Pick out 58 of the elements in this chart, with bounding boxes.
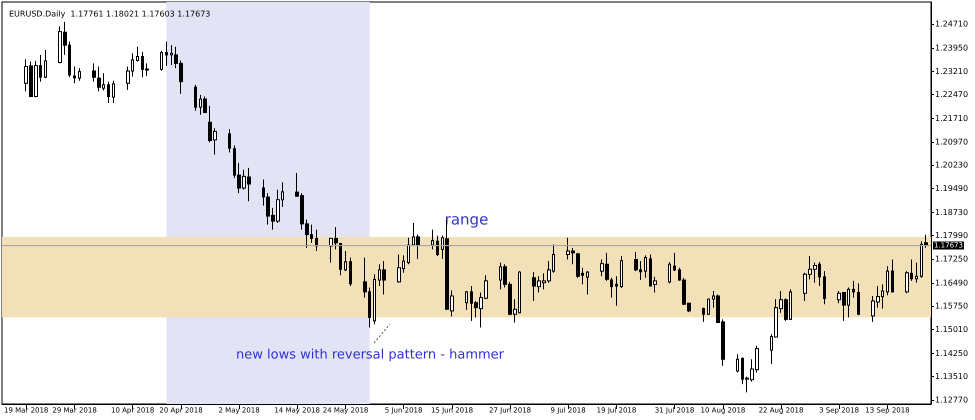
candlestick xyxy=(668,262,671,284)
candlestick xyxy=(136,46,139,62)
candlestick xyxy=(857,282,860,316)
candlestick xyxy=(891,259,894,294)
candlestick xyxy=(915,262,918,284)
candlestick xyxy=(465,290,468,310)
y-tick-label: 1.14250 xyxy=(935,348,968,358)
candlestick xyxy=(203,96,207,114)
candlestick xyxy=(194,84,197,112)
y-tick-label: 1.20230 xyxy=(935,160,968,170)
candlestick xyxy=(736,354,739,374)
y-tick-label: 1.18730 xyxy=(935,208,968,217)
candlestick xyxy=(344,250,347,272)
candlestick xyxy=(673,252,676,272)
candlestick xyxy=(44,49,47,79)
y-tick-label: 1.21710 xyxy=(935,114,968,123)
y-tick-label: 1.15010 xyxy=(935,324,968,334)
candlestick xyxy=(373,274,376,325)
candlestick xyxy=(886,266,889,296)
annotation: new lows with reversal pattern - hammer xyxy=(236,348,505,362)
y-tick-label: 1.23950 xyxy=(935,43,968,52)
y-tick-label: 1.19490 xyxy=(935,184,968,193)
candlestick xyxy=(702,307,705,322)
y-tick-label: 1.20970 xyxy=(935,137,968,146)
candlestick xyxy=(160,50,163,72)
candlestick xyxy=(644,254,647,278)
candlestick xyxy=(92,62,96,82)
candlestick xyxy=(586,270,589,295)
y-tick-label: 1.17990 xyxy=(935,231,968,240)
candlestick xyxy=(407,237,410,265)
candlestick xyxy=(397,254,401,284)
candlestick xyxy=(107,81,110,104)
y-tick-label: 1.24710 xyxy=(935,20,968,29)
band-label: range xyxy=(444,210,488,228)
candlestick xyxy=(165,41,168,66)
candlestick xyxy=(97,66,101,92)
y-tick-label: 1.22470 xyxy=(935,90,968,100)
candlestick xyxy=(707,298,710,316)
candlestick xyxy=(228,128,231,153)
candlestick xyxy=(615,276,618,306)
candlestick xyxy=(349,257,352,286)
candlestick xyxy=(112,80,115,104)
text: EURUSD.Daily 1.17761 1.18021 1.17603 1.17673 xyxy=(9,10,210,18)
candlestick xyxy=(315,229,318,252)
candlestick xyxy=(382,260,386,295)
candlestick xyxy=(431,229,434,250)
y-tick-label: 1.15750 xyxy=(935,302,968,311)
candlestick xyxy=(852,280,855,298)
y-tick-label: 1.17250 xyxy=(935,254,968,264)
y-tick-label: 1.16490 xyxy=(935,278,968,288)
y-tick-label: 1.23210 xyxy=(935,66,968,76)
y-tick-label: 1.12770 xyxy=(935,395,968,404)
y-tick-label: 1.13510 xyxy=(935,372,968,382)
candlestick xyxy=(823,270,826,305)
candlestick xyxy=(620,256,623,288)
candlestick xyxy=(78,68,81,82)
candlestick xyxy=(436,235,439,257)
candlestick xyxy=(73,66,76,84)
